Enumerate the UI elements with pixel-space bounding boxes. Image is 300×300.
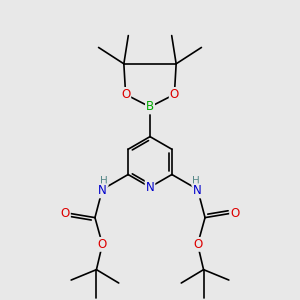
Text: N: N — [193, 184, 202, 197]
Text: O: O — [193, 238, 202, 251]
Text: H: H — [192, 176, 200, 186]
Text: O: O — [170, 88, 179, 101]
Text: N: N — [146, 181, 154, 194]
Text: H: H — [100, 176, 108, 186]
Text: N: N — [98, 184, 107, 197]
Text: O: O — [98, 238, 107, 251]
Text: O: O — [61, 207, 70, 220]
Text: O: O — [230, 207, 239, 220]
Text: B: B — [146, 100, 154, 113]
Text: O: O — [121, 88, 130, 101]
